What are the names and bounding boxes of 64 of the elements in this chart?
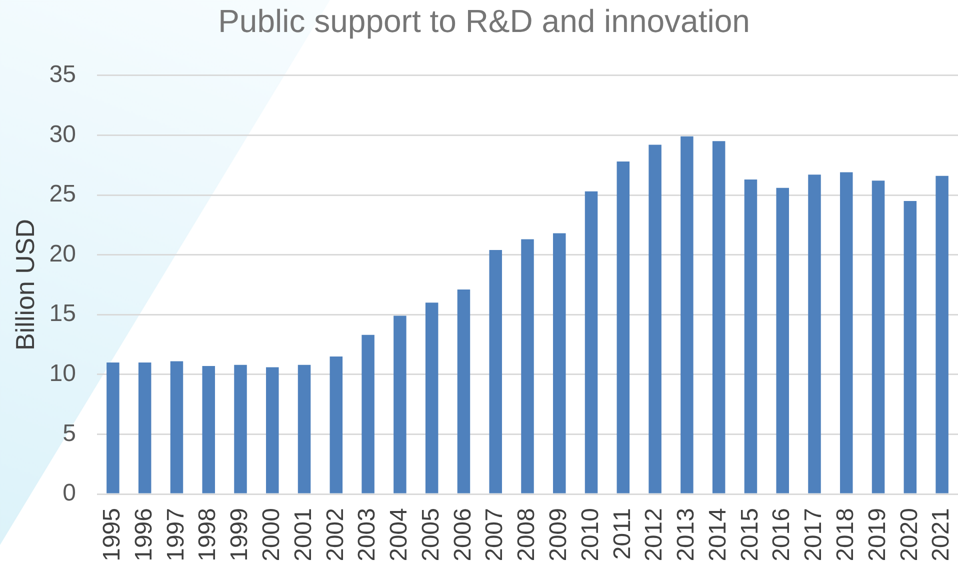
bar [394, 316, 406, 494]
x-tick-label: 2016 [768, 508, 796, 562]
bar [362, 334, 374, 494]
x-tick-label: 1996 [130, 508, 158, 562]
x-tick-label: 1995 [98, 508, 126, 562]
bar [202, 366, 215, 494]
bar [553, 233, 566, 494]
x-tick-label: 2002 [322, 508, 349, 562]
x-tick-label: 2010 [576, 508, 604, 562]
bar [872, 180, 885, 494]
y-tick-label: 5 [62, 420, 76, 447]
bar [744, 179, 758, 494]
x-tick-label: 2008 [513, 508, 540, 562]
x-tick-label: 2003 [354, 508, 381, 562]
bar [266, 367, 279, 494]
y-tick-label: 0 [62, 480, 76, 507]
bar [584, 191, 598, 494]
x-tick-label: 2009 [545, 508, 572, 562]
bar [680, 136, 694, 494]
x-tick-label: 2021 [928, 508, 955, 562]
chart-title: Public support to R&D and innovation [218, 3, 750, 40]
bar [106, 362, 120, 494]
bar [904, 200, 917, 494]
bar [936, 176, 948, 494]
y-tick-label: 10 [49, 360, 76, 388]
bar [616, 162, 630, 494]
bar [840, 172, 853, 494]
bar [170, 361, 184, 494]
x-tick-label: 1998 [194, 508, 222, 562]
y-tick-label: 30 [49, 120, 76, 148]
bar [138, 362, 152, 494]
bar [330, 356, 343, 494]
x-tick-label: 2011 [608, 508, 636, 560]
bar [298, 364, 311, 494]
bar [648, 144, 662, 494]
y-tick-label: 15 [49, 300, 76, 328]
bar [808, 174, 821, 494]
x-tick-label: 2017 [800, 508, 828, 562]
x-tick-label: 2013 [672, 508, 700, 562]
bar [425, 302, 438, 494]
bar [776, 188, 789, 494]
x-tick-label: 2014 [704, 508, 732, 562]
bar [234, 364, 247, 494]
y-axis-title: Billion USD [10, 218, 40, 350]
y-tick-label: 25 [49, 180, 76, 208]
x-tick-label: 2012 [640, 508, 668, 562]
x-tick-label: 2005 [417, 508, 444, 562]
x-tick-label: 2006 [449, 508, 476, 562]
x-tick-label: 2000 [258, 508, 286, 562]
x-tick-label: 1999 [226, 508, 254, 562]
bar [712, 141, 726, 494]
x-tick-label: 2019 [864, 508, 891, 562]
y-tick-label: 20 [49, 240, 76, 268]
x-tick-label: 2007 [481, 508, 508, 562]
x-tick-label: 2004 [386, 508, 413, 562]
bar [521, 239, 534, 494]
x-tick-label: 2001 [290, 508, 317, 562]
x-tick-label: 2015 [736, 508, 764, 562]
x-tick-label: 1997 [162, 508, 190, 562]
bar [457, 289, 470, 494]
x-tick-label: 2018 [832, 508, 860, 562]
y-tick-label: 35 [49, 61, 76, 88]
x-tick-label: 2020 [896, 508, 923, 562]
bar [489, 250, 502, 494]
